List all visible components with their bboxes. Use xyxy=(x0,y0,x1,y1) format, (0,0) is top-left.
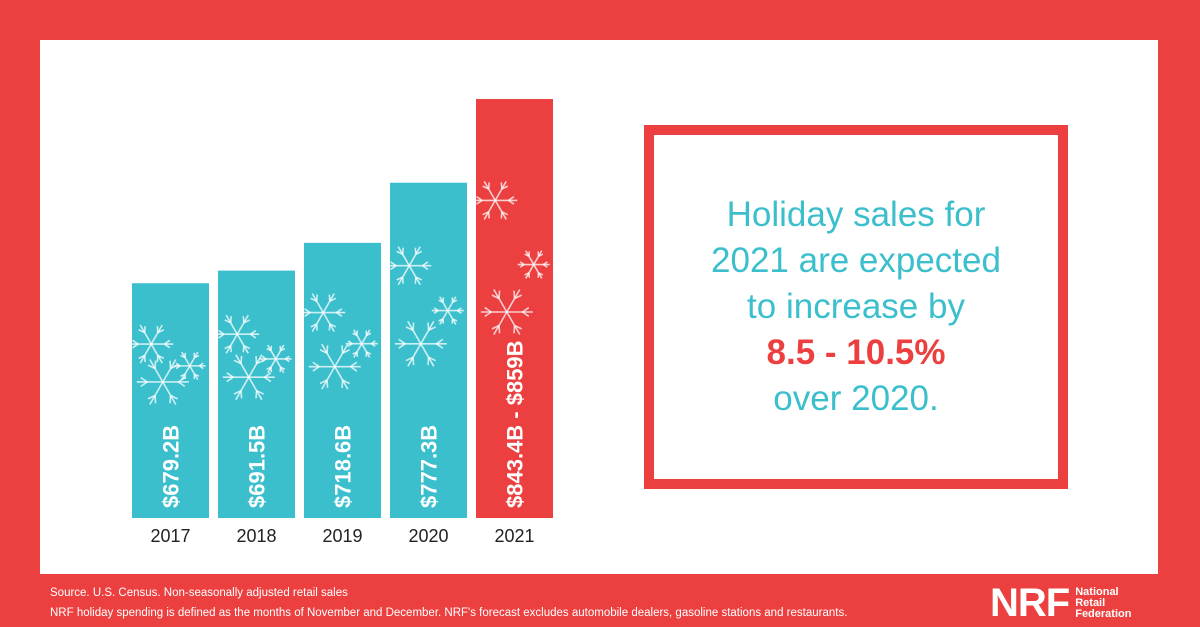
snowflake-icon xyxy=(308,343,361,390)
callout-line-2: 2021 are expected xyxy=(711,241,1001,280)
snowflake-icon xyxy=(431,296,464,325)
logo-mark: NRF xyxy=(990,581,1070,625)
footer-notes: Source. U.S. Census. Non-seasonally adju… xyxy=(50,583,847,623)
callout-line-3: to increase by xyxy=(747,287,965,326)
logo-name-line-2: Retail xyxy=(1075,596,1106,609)
value-label-2018: $691.5B xyxy=(245,425,270,508)
category-label-2017: 2017 xyxy=(150,526,190,546)
value-label-2017: $679.2B xyxy=(159,425,184,508)
callout-line-5: over 2020. xyxy=(773,379,939,418)
forecast-callout: Holiday sales for 2021 are expected to i… xyxy=(644,125,1068,489)
snowflake-icon xyxy=(129,324,174,364)
bar-2021 xyxy=(476,99,553,519)
source-note: Source. U.S. Census. Non-seasonally adju… xyxy=(50,587,348,599)
snowflake-icon xyxy=(480,289,533,335)
bar-chart: $679.2B 2017 $691.5B 2018 $718.6B 2019 $777.3B… xyxy=(129,99,553,546)
value-label-2020: $777.3B xyxy=(417,425,442,508)
callout-highlight: 8.5 - 10.5% xyxy=(766,333,946,372)
category-label-2019: 2019 xyxy=(322,526,362,546)
category-label-2021: 2021 xyxy=(494,526,534,546)
snowflake-icon xyxy=(222,354,275,401)
definition-note: NRF holiday spending is defined as the m… xyxy=(50,607,848,619)
category-label-2018: 2018 xyxy=(236,526,276,546)
logo-text: National Retail Federation xyxy=(1075,585,1132,620)
category-label-2020: 2020 xyxy=(408,526,448,546)
snowflake-icon xyxy=(173,351,206,381)
logo-name-line-3: Federation xyxy=(1075,607,1132,620)
snowflake-icon xyxy=(215,314,260,354)
snowflake-icon xyxy=(259,344,292,374)
snowflake-icon xyxy=(517,250,550,279)
snowflake-icon xyxy=(136,359,189,405)
logo-name-line-1: National xyxy=(1075,585,1119,598)
content-panel: $679.2B 2017 $691.5B 2018 $718.6B 2019 $777.3B… xyxy=(40,40,1158,574)
bar-2020 xyxy=(390,182,467,518)
value-label-2021: $843.4B - $859B xyxy=(503,340,528,508)
snowflake-icon xyxy=(473,180,518,220)
callout-line-1: Holiday sales for xyxy=(726,195,986,234)
snowflake-icon xyxy=(301,293,346,333)
snowflake-icon xyxy=(387,246,432,286)
nrf-logo: NRF National Retail Federation xyxy=(990,581,1132,625)
value-label-2019: $718.6B xyxy=(331,425,356,508)
snowflake-icon xyxy=(345,329,378,358)
snowflake-icon xyxy=(394,320,447,367)
